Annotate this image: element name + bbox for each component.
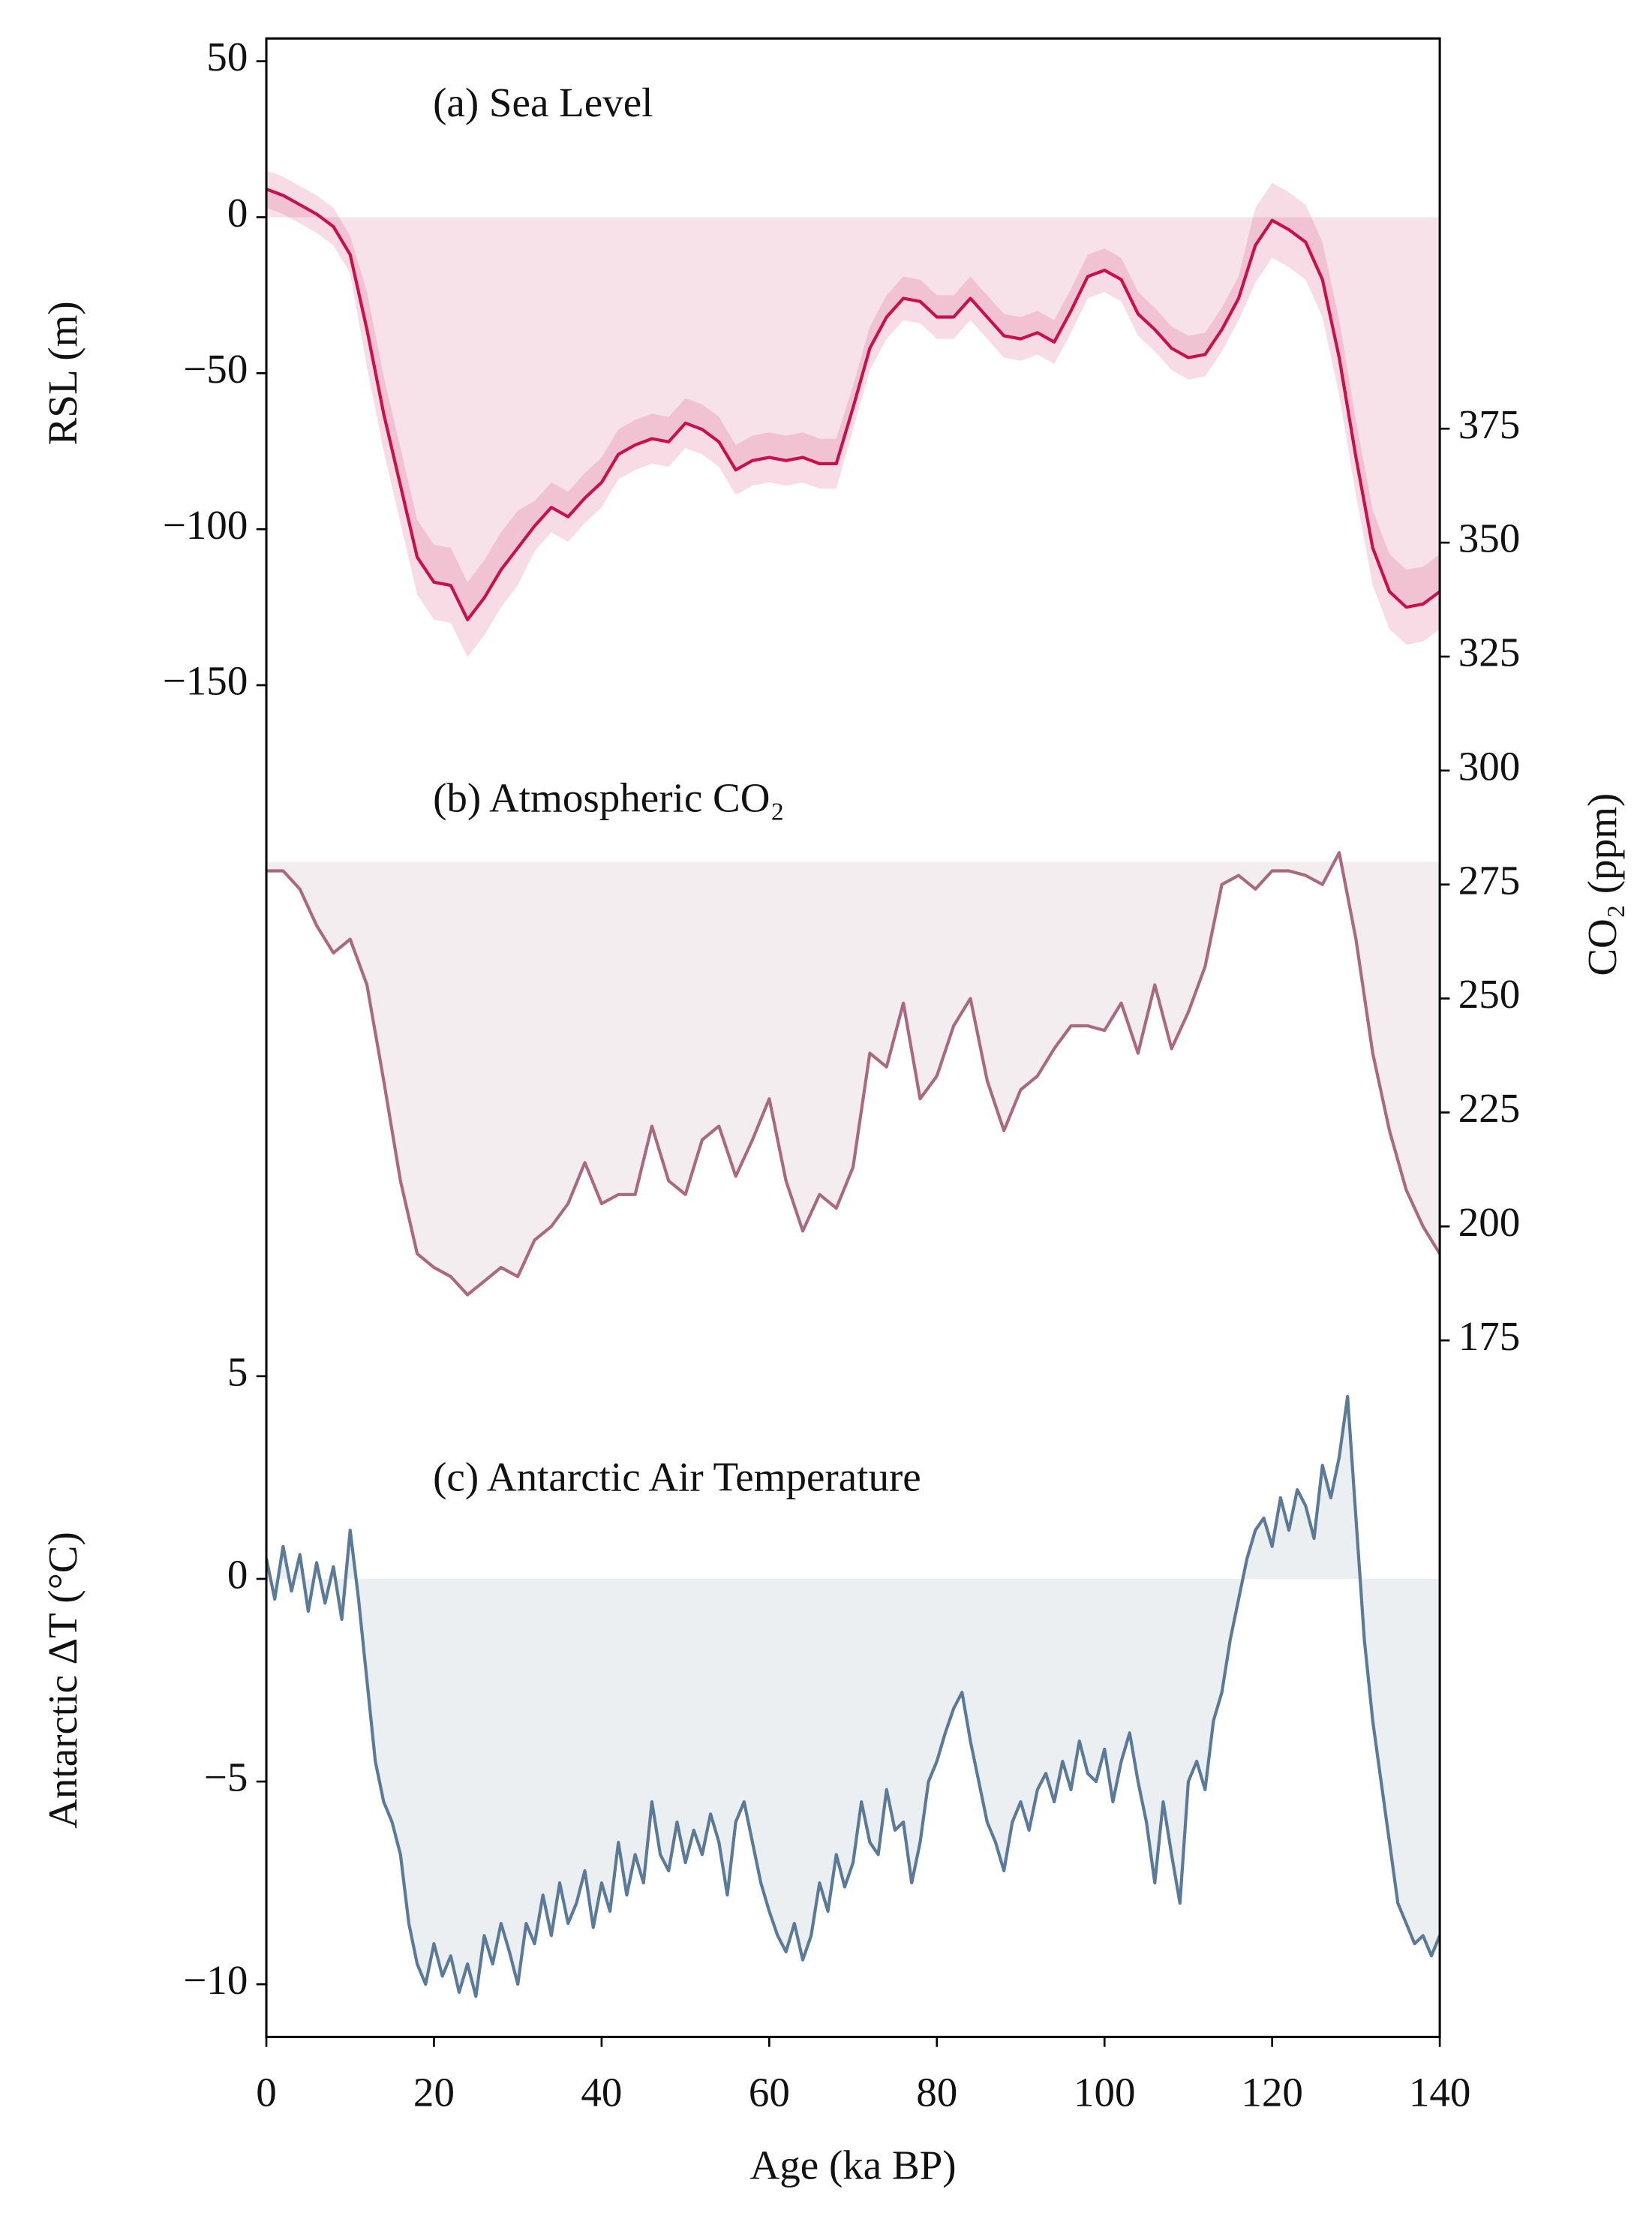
y-tick-label: 175 <box>1458 1313 1521 1359</box>
baseline-fill <box>266 852 1440 1295</box>
panel <box>266 170 1440 657</box>
y-tick-label: 375 <box>1458 401 1521 447</box>
y-tick-label: −50 <box>183 346 248 392</box>
x-axis-label: Age (ka BP) <box>750 2142 957 2188</box>
line <box>266 1394 1440 1998</box>
line <box>266 188 1440 621</box>
y-axis-label: Antarctic ΔT (°C) <box>40 1532 86 1829</box>
y-tick-label: 350 <box>1458 516 1521 561</box>
y-tick-label: 300 <box>1458 743 1521 789</box>
y-tick-label: −100 <box>163 502 248 548</box>
y-tick-label: 0 <box>227 1552 248 1598</box>
y-tick-label: 275 <box>1458 857 1521 903</box>
y-tick-label: 200 <box>1458 1199 1521 1245</box>
panel <box>266 851 1440 1297</box>
y-tick-label: −150 <box>163 658 248 704</box>
uncertainty-band <box>266 170 1440 657</box>
x-tick-label: 60 <box>749 2070 790 2115</box>
x-tick-label: 100 <box>1074 2070 1136 2115</box>
plot-frame <box>265 37 1441 2038</box>
y-tick-label: 225 <box>1458 1085 1521 1131</box>
x-tick-label: 80 <box>916 2070 957 2115</box>
y-tick-label: 50 <box>206 34 248 80</box>
y-tick-label: 0 <box>227 190 248 236</box>
panel-annotation: (a) Sea Level <box>433 80 653 125</box>
panel-annotation: (b) Atmospheric CO₂ <box>433 774 785 820</box>
panel-annotation: (c) Antarctic Air Temperature <box>433 1454 921 1500</box>
y-tick-label: −10 <box>183 1957 248 2003</box>
x-tick-label: 20 <box>413 2070 455 2115</box>
panel <box>266 1394 1440 1998</box>
x-tick-label: 120 <box>1241 2070 1303 2115</box>
baseline-fill <box>266 1396 1440 1997</box>
y-tick-label: 5 <box>227 1349 248 1395</box>
line <box>266 851 1440 1297</box>
y-axis-label: CO₂ (ppm) <box>1579 793 1625 976</box>
x-tick-label: 140 <box>1409 2070 1471 2115</box>
y-tick-label: 325 <box>1458 630 1521 675</box>
y-tick-label: −5 <box>204 1754 248 1800</box>
x-tick-label: 0 <box>256 2070 277 2115</box>
x-tick-label: 40 <box>581 2070 622 2115</box>
y-axis-label: RSL (m) <box>40 301 86 445</box>
y-tick-label: 250 <box>1458 971 1521 1017</box>
